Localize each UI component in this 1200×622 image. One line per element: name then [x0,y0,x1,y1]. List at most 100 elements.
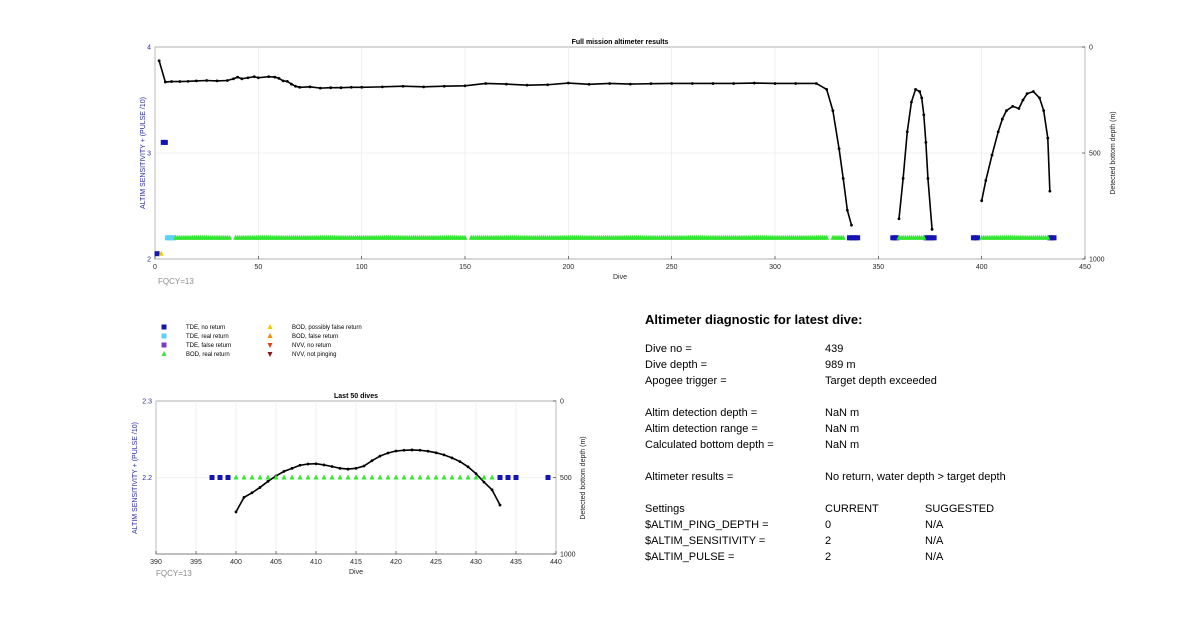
chart2-y-ticks: 2.2 2.3 [142,399,152,483]
c2-marker-bod-real-return [321,474,327,480]
c2-depth-point [434,451,438,455]
c2-x-tick-label: 415 [350,559,362,566]
c2-marker-bod-real-return [385,474,391,480]
c2-marker-bod-real-return [265,474,271,480]
c1-depth-point [178,80,182,83]
c2-x-tick-label: 390 [150,559,162,566]
c1-depth-point [225,79,229,82]
c1-depth-point [318,86,322,90]
c1-depth-point [711,82,715,85]
c2-depth-point [306,462,310,466]
c1-x-tick-label: 300 [769,264,781,271]
c1-depth-point [850,223,853,227]
c2-x-tick-label: 395 [190,559,202,566]
chart2-y2-ticks: 0 500 1000 [553,399,576,559]
c1-depth-point [926,177,930,180]
c1-marker-bod-real-return [824,234,830,240]
c1-depth-point [752,81,756,85]
c2-x-tick-label: 435 [510,559,522,566]
c2-marker-bod-real-return [449,474,455,480]
c1-depth-point [670,82,674,85]
c1-depth-point [215,79,219,83]
c2-marker-bod-real-return [233,474,239,480]
c1-marker-bod-real-return [462,234,468,240]
c1-depth-point [814,82,818,85]
c1-depth-point [980,199,984,203]
c1-depth-point [1000,117,1004,121]
calculated-bottom-depth-value: NaN m [825,439,860,451]
c2-marker-bod-real-return [289,474,295,480]
c2-depth-point [298,463,302,467]
c2-marker-bod-real-return [441,474,447,480]
c1-depth-point [360,85,364,89]
diagnostic-panel: Altimeter diagnostic for latest dive: Di… [645,312,1165,567]
c1-depth-point [484,82,488,85]
c1-marker-tde-no-return [894,235,900,241]
setting-suggested: N/A [925,551,944,563]
setting-name: $ALTIM_PULSE = [645,551,735,563]
c2-x-tick-label: 440 [550,559,562,566]
c1-depth-point [246,76,250,80]
diagnostic-title: Altimeter diagnostic for latest dive: [645,312,863,327]
chart1-x-label: Dive [613,274,627,281]
c1-depth-point [608,82,612,85]
c2-depth-point [378,454,382,458]
c1-depth-point [1011,104,1015,108]
legend-marker-icon [161,333,167,339]
c2-marker-bod-real-return [281,474,287,480]
c2-depth-point [338,466,342,470]
c2-depth-point [314,462,318,466]
chart1-y2-label: Detected bottom depth (m) [1110,111,1117,194]
c2-marker-bod-real-return [353,474,359,480]
chart1-series [154,59,1057,257]
c1-depth-point [837,147,841,151]
legend-marker-icon [267,343,273,348]
dive-no-label: Dive no = [645,343,692,355]
chart1-y2-ticks: 0 500 1000 [1082,45,1105,264]
c2-marker-bod-real-return [433,474,439,480]
chart2-y-label: ALTIM SENSITIVITY + (PULSE /10) [132,422,139,534]
c1-depth-point [794,82,798,85]
c2-marker-bod-real-return [409,474,415,480]
c1-depth-point [205,79,209,82]
c1-depth-point [308,85,312,89]
c1-depth-point [285,79,289,83]
legend: TDE, no return TDE, real return TDE, false… [161,324,362,358]
c2-marker-tde-no-return [209,475,215,480]
c2-marker-bod-real-return [305,474,311,480]
setting-suggested: N/A [925,535,944,547]
c1-depth-point [290,82,293,86]
c1-depth-point [924,141,928,144]
calculated-bottom-depth-label: Calculated bottom depth = [645,439,774,451]
legend-label: NVV, no return [292,343,331,349]
c2-marker-bod-real-return [393,474,399,480]
c1-depth-point [1042,109,1046,112]
setting-current: 0 [825,519,832,531]
c2-marker-bod-real-return [345,474,351,480]
c2-marker-bod-real-return [417,474,423,480]
c1-depth-point [463,84,467,88]
c1-depth-point [277,76,281,80]
c1-depth-point [504,82,508,86]
c1-depth-point [845,208,849,212]
c1-depth-point [256,76,260,80]
c1-marker-tde-no-return [975,235,981,241]
legend-marker-icon [267,333,273,338]
c1-depth-point [1017,107,1021,110]
setting-current: 2 [825,551,832,563]
c1-depth-line [980,90,1051,201]
c2-depth-point [394,449,398,453]
c1-x-tick-label: 400 [976,264,988,271]
c1-depth-point [922,113,926,117]
c1-x-tick-label: 200 [562,264,574,271]
c1-depth-point [380,85,384,89]
c2-marker-tde-no-return [505,475,511,480]
c2-depth-point [250,491,254,495]
legend-label: NVV, not pinging [292,352,336,358]
altim-detection-depth-value: NaN m [825,407,860,419]
chart1-fqcy-annotation: FQCY=13 [158,277,194,286]
c2-depth-point [322,463,326,467]
setting-current: 2 [825,535,832,547]
chart2-series [209,448,551,514]
c2-x-tick-label: 400 [230,559,242,566]
